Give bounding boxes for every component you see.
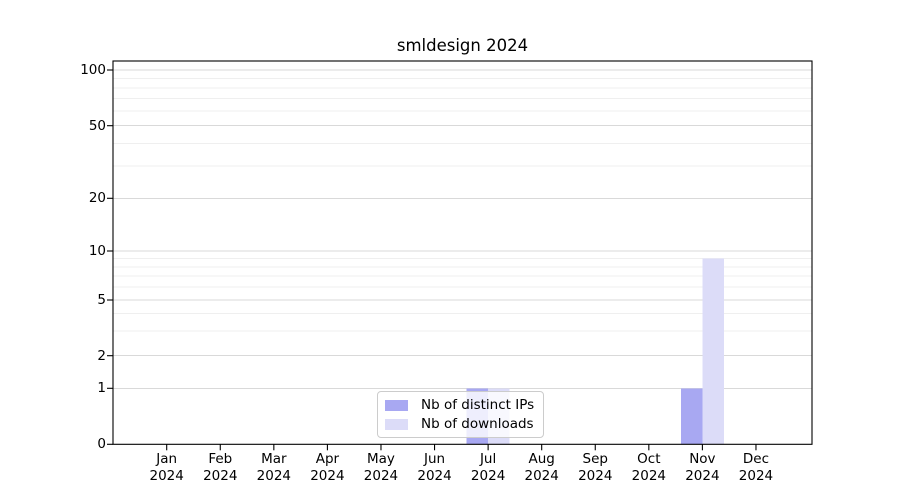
x-tick-label: Feb 2024 [203, 451, 238, 484]
x-tick-label: Aug 2024 [524, 451, 559, 484]
x-tick-label: Nov 2024 [685, 451, 720, 484]
legend: Nb of distinct IPs Nb of downloads [377, 391, 544, 438]
plot-border [112, 60, 813, 445]
x-tick-label: Jul 2024 [470, 451, 506, 484]
x-tick-label: Sep 2024 [578, 451, 613, 484]
legend-item-distinct-ips: Nb of distinct IPs [385, 397, 536, 413]
x-tick-label: Jun 2024 [417, 451, 452, 484]
y-tick-label: 0 [97, 436, 106, 453]
legend-label: Nb of distinct IPs [421, 397, 535, 413]
legend-item-downloads: Nb of downloads [385, 416, 536, 432]
legend-label: Nb of downloads [421, 416, 534, 432]
y-tick-label: 20 [88, 190, 106, 207]
bar-downloads-nov-2024 [702, 258, 724, 445]
chart-title: smldesign 2024 [396, 36, 529, 55]
x-tick-label: Mar 2024 [256, 451, 291, 484]
y-tick-label: 100 [80, 62, 106, 78]
y-tick-label: 10 [88, 243, 106, 259]
legend-swatch-distinct-ips-icon [385, 399, 408, 411]
y-tick-label: 1 [97, 380, 106, 397]
x-tick-label: Apr 2024 [310, 451, 345, 484]
y-tick-label: 2 [97, 347, 106, 364]
y-tick-label: 5 [97, 292, 106, 308]
x-tick-label: Oct 2024 [631, 451, 666, 484]
legend-swatch-downloads-icon [385, 418, 408, 430]
x-tick-label: May 2024 [363, 451, 399, 484]
bar-distinct-ips-nov-2024 [681, 388, 703, 445]
x-tick-label: Jan 2024 [149, 451, 184, 484]
x-tick-label: Dec 2024 [738, 451, 774, 484]
y-tick-label: 50 [88, 117, 106, 134]
